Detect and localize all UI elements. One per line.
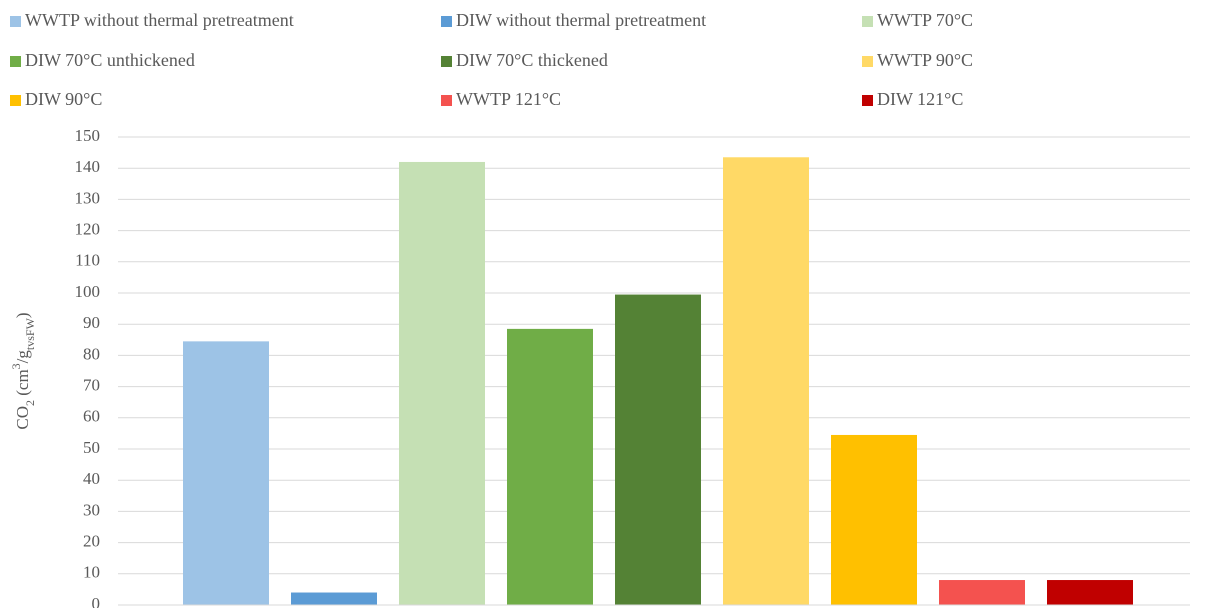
legend-swatch — [862, 56, 873, 67]
legend-swatch — [441, 56, 452, 67]
bar — [507, 328, 593, 605]
legend-swatch — [441, 16, 452, 27]
legend-label: DIW 70°C unthickened — [25, 50, 195, 70]
legend-label: WWTP 70°C — [877, 10, 973, 30]
y-tick-label: 50 — [83, 438, 100, 457]
y-axis-label-part: ) — [13, 312, 32, 318]
y-tick-label: 110 — [75, 251, 100, 270]
y-tick-label: 0 — [92, 594, 101, 608]
legend-label: DIW 90°C — [25, 89, 102, 109]
y-axis-label-part: 2 — [23, 400, 37, 406]
bar — [615, 294, 701, 605]
legend-label: WWTP without thermal pretreatment — [25, 10, 294, 30]
legend-swatch — [862, 95, 873, 106]
legend-swatch — [10, 56, 21, 67]
legend-label: WWTP 90°C — [877, 50, 973, 70]
y-tick-label: 60 — [83, 407, 100, 426]
legend-label: DIW without thermal pretreatment — [456, 10, 706, 30]
y-tick-label: 70 — [83, 376, 100, 395]
y-tick-label: 20 — [83, 532, 100, 551]
bar — [1047, 580, 1133, 605]
y-axis-label: CO2 (cm3/gtvsFW) — [9, 312, 37, 429]
bar — [723, 157, 809, 605]
y-axis-label-part: 3 — [9, 363, 23, 369]
legend-label: DIW 121°C — [877, 89, 963, 109]
y-tick-label: 90 — [83, 313, 100, 332]
bar — [183, 341, 269, 605]
legend-label: WWTP 121°C — [456, 89, 561, 109]
y-tick-label: 40 — [83, 469, 100, 488]
y-tick-label: 80 — [83, 344, 100, 363]
y-tick-label: 130 — [75, 188, 101, 207]
y-axis-label-part: /g — [13, 350, 32, 364]
y-axis-label-part: (cm — [13, 369, 32, 400]
bar — [291, 592, 377, 605]
bar — [939, 580, 1025, 605]
legend-swatch — [441, 95, 452, 106]
legend-swatch — [10, 16, 21, 27]
y-tick-label: 120 — [75, 220, 101, 239]
y-tick-label: 10 — [83, 563, 100, 582]
bar — [399, 161, 485, 605]
legend-label: DIW 70°C thickened — [456, 50, 608, 70]
y-tick-label: 150 — [75, 126, 101, 145]
bar — [831, 434, 917, 605]
y-tick-label: 100 — [75, 282, 101, 301]
legend-swatch — [862, 16, 873, 27]
y-axis-label-part: CO — [13, 406, 32, 430]
y-tick-label: 30 — [83, 500, 100, 519]
legend-swatch — [10, 95, 21, 106]
y-axis-label-part: tvsFW — [23, 317, 37, 350]
y-tick-label: 140 — [75, 157, 101, 176]
